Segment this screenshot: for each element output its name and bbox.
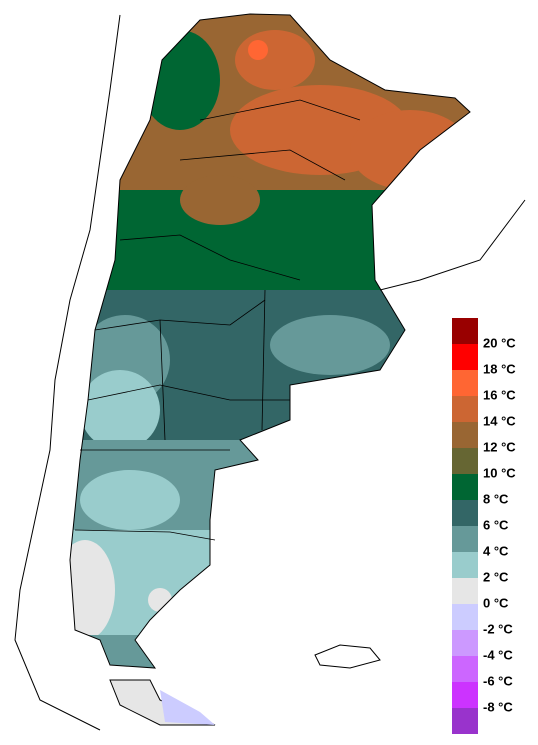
legend-label: 12 °C	[483, 439, 516, 454]
legend-swatch	[452, 578, 478, 604]
legend-swatch	[452, 344, 478, 370]
legend-swatch	[452, 630, 478, 656]
legend-swatch	[452, 370, 478, 396]
legend-swatch	[452, 318, 478, 344]
legend-swatch	[452, 552, 478, 578]
legend-swatch	[452, 422, 478, 448]
legend-label: -2 °C	[483, 621, 513, 636]
legend-swatch	[452, 682, 478, 708]
legend-label: -6 °C	[483, 673, 513, 688]
legend-label: -4 °C	[483, 647, 513, 662]
legend-swatch	[452, 708, 478, 734]
legend-label: 10 °C	[483, 465, 516, 480]
legend-label: 20 °C	[483, 335, 516, 350]
legend-label: -8 °C	[483, 699, 513, 714]
uruguay-coast	[379, 199, 526, 291]
province-borders	[74, 99, 361, 541]
legend-swatch	[452, 474, 478, 500]
legend-label: 8 °C	[483, 491, 509, 506]
legend-label: 14 °C	[483, 413, 516, 428]
legend-swatch	[452, 526, 478, 552]
legend-label: 2 °C	[483, 569, 509, 584]
legend-label: 16 °C	[483, 387, 516, 402]
legend-swatch	[452, 604, 478, 630]
legend-label: 0 °C	[483, 595, 509, 610]
legend-label: 6 °C	[483, 517, 509, 532]
legend-swatch	[452, 448, 478, 474]
chile-coast	[14, 14, 121, 731]
legend-label: 18 °C	[483, 361, 516, 376]
legend-swatch	[452, 500, 478, 526]
cold-area	[160, 690, 215, 725]
legend-label: 4 °C	[483, 543, 509, 558]
legend-swatch	[452, 656, 478, 682]
malvinas	[314, 644, 381, 669]
legend: 20 °C 18 °C 16 °C 14 °C 12 °C 10 °C 8 °C 6 °C 4 …	[452, 318, 516, 734]
legend-swatch	[452, 396, 478, 422]
